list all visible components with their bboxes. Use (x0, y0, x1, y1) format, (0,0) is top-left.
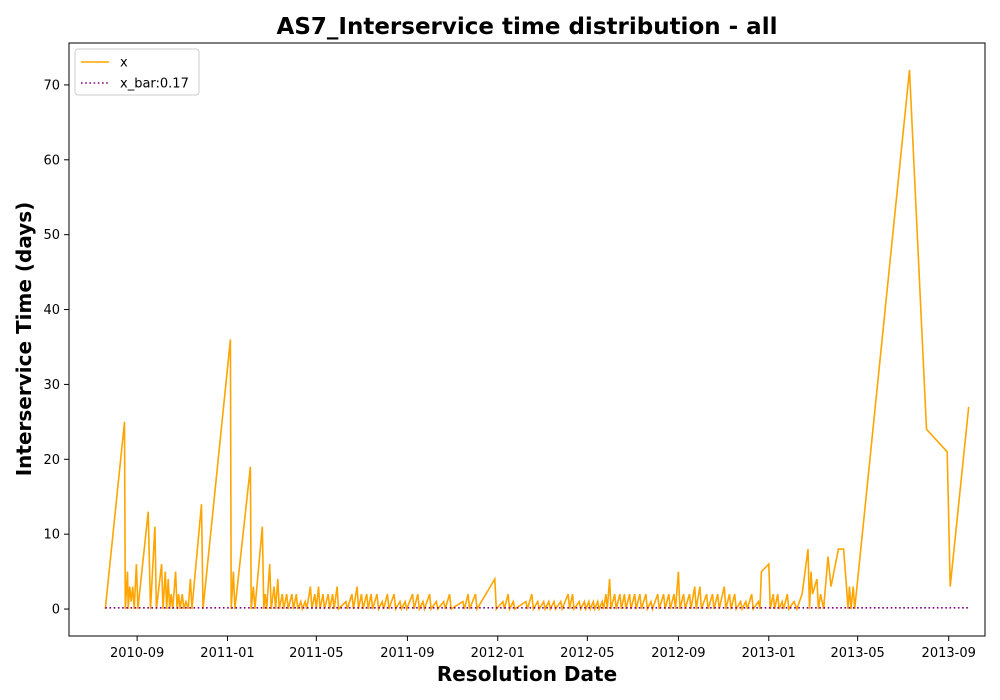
x-tick-label: 2011-09 (380, 646, 434, 661)
x-tick-label: 2012-05 (560, 646, 614, 661)
y-tick-label: 50 (43, 228, 60, 243)
y-tick-label: 70 (43, 78, 60, 93)
y-tick-label: 10 (43, 528, 60, 543)
series-line-1 (104, 69, 970, 613)
y-tick-label: 20 (43, 453, 60, 468)
x-tick-label: 2012-09 (651, 646, 705, 661)
plot-frame (68, 42, 986, 637)
x-tick-label: 2012-01 (471, 646, 525, 661)
x-axis-label: Resolution Date (437, 662, 617, 686)
y-axis-label: Interservice Time (days) (12, 202, 36, 477)
y-tick-label: 0 (52, 603, 60, 618)
legend-label-1: x (120, 56, 128, 71)
legend: x x_bar:0.17 (74, 48, 200, 96)
x-tick-label: 2013-09 (922, 646, 976, 661)
x-tick-label: 2011-05 (289, 646, 343, 661)
axis-ticks: 2010-09 2011-01 2011-05 2011-09 2012-01 2012-… (43, 78, 975, 661)
chart-title: AS7_Interservice time distribution - all (277, 14, 778, 40)
legend-box (74, 48, 200, 96)
plot-area (104, 69, 970, 613)
x-tick-label: 2013-05 (830, 646, 884, 661)
y-tick-label: 30 (43, 378, 60, 393)
y-tick-label: 60 (43, 153, 60, 168)
x-tick-label: 2011-01 (200, 646, 254, 661)
legend-label-2: x_bar:0.17 (120, 77, 189, 92)
x-tick-label: 2013-01 (742, 646, 796, 661)
x-tick-label: 2010-09 (110, 646, 164, 661)
y-tick-label: 40 (43, 303, 60, 318)
